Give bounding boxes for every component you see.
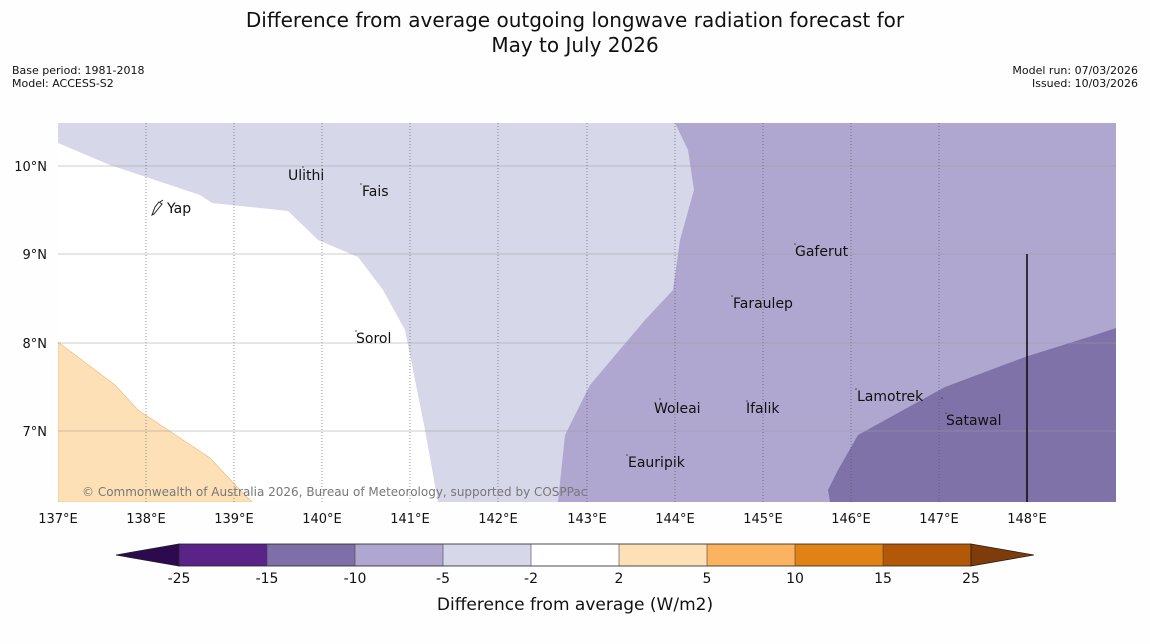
colorbar-tick: -5 bbox=[436, 571, 450, 587]
colorbar-segment bbox=[883, 544, 971, 566]
meta-right: Model run: 07/03/2026 Issued: 10/03/2026 bbox=[1012, 64, 1138, 90]
lon-label: 142°E bbox=[478, 512, 518, 527]
colorbar-tick: -10 bbox=[344, 571, 367, 587]
lon-label: 143°E bbox=[567, 512, 607, 527]
place-yap: Yap bbox=[166, 201, 191, 217]
model-run: Model run: 07/03/2026 bbox=[1012, 64, 1138, 77]
colorbar-tick: 15 bbox=[874, 571, 892, 587]
colorbar-tick: -15 bbox=[256, 571, 279, 587]
colorbar-segment bbox=[619, 544, 707, 566]
lon-label: 137°E bbox=[38, 512, 78, 527]
lat-label: 7°N bbox=[23, 425, 48, 440]
issued-date: Issued: 10/03/2026 bbox=[1031, 77, 1138, 90]
colorbar-title: Difference from average (W/m2) bbox=[437, 595, 713, 615]
map-title: Difference from average outgoing longwav… bbox=[0, 8, 1150, 58]
lat-label: 9°N bbox=[23, 248, 48, 263]
region-white bbox=[58, 143, 438, 502]
place-fais: Fais bbox=[362, 184, 389, 200]
lon-label: 140°E bbox=[302, 512, 342, 527]
place-ulithi: Ulithi bbox=[288, 168, 324, 184]
colorbar-segment bbox=[443, 544, 531, 566]
lon-label: 138°E bbox=[126, 512, 166, 527]
lon-label: 146°E bbox=[831, 512, 871, 527]
colorbar-tick: 10 bbox=[786, 571, 804, 587]
colorbar-segment bbox=[267, 544, 355, 566]
place-woleai: Woleai bbox=[654, 401, 701, 417]
region-light-orange bbox=[58, 341, 253, 502]
lon-label: 148°E bbox=[1007, 512, 1047, 527]
place-satawal: Satawal bbox=[946, 413, 1001, 429]
lon-label: 139°E bbox=[214, 512, 254, 527]
colorbar-tick: -2 bbox=[524, 571, 538, 587]
graticule bbox=[58, 123, 1116, 502]
lat-axis-labels: 10°N 9°N 8°N 7°N bbox=[14, 160, 47, 440]
place-faraulep: Faraulep bbox=[733, 296, 793, 312]
colorbar: -25 -15 -10 -5 -2 2 5 10 15 25 Differenc… bbox=[115, 543, 1035, 615]
place-ifalik: Ifalik bbox=[746, 401, 780, 417]
place-sorol: Sorol bbox=[356, 331, 391, 347]
colorbar-segment bbox=[795, 544, 883, 566]
colorbar-extend-high bbox=[970, 543, 1035, 567]
title-line-1: Difference from average outgoing longwav… bbox=[245, 8, 905, 32]
colorbar-tick: 2 bbox=[615, 571, 624, 587]
lon-label: 145°E bbox=[743, 512, 783, 527]
colorbar-ticks: -25 -15 -10 -5 -2 2 5 10 15 25 bbox=[168, 571, 980, 587]
place-eauripik: Eauripik bbox=[628, 455, 686, 471]
colorbar-segment bbox=[531, 544, 619, 566]
lon-label: 144°E bbox=[655, 512, 695, 527]
colorbar-segment bbox=[707, 544, 795, 566]
lon-label: 141°E bbox=[390, 512, 430, 527]
model-name: Model: ACCESS-S2 bbox=[12, 77, 114, 90]
place-lamotrek: Lamotrek bbox=[857, 389, 924, 405]
lon-label: 147°E bbox=[919, 512, 959, 527]
place-labels: Ulithi Fais Yap Gaferut Faraulep Sorol W… bbox=[166, 168, 1001, 471]
atoll-dots bbox=[302, 166, 947, 456]
colorbar-tick: 25 bbox=[962, 571, 980, 587]
lat-label: 10°N bbox=[14, 160, 47, 175]
copyright-notice: © Commonwealth of Australia 2026, Bureau… bbox=[82, 485, 587, 499]
base-period: Base period: 1981-2018 bbox=[12, 64, 145, 77]
region-dark-purple bbox=[828, 328, 1116, 502]
title-line-2: May to July 2026 bbox=[491, 33, 659, 57]
colorbar-tick: -25 bbox=[168, 571, 191, 587]
lon-axis-labels: 137°E 138°E 139°E 140°E 141°E 142°E 143°… bbox=[38, 512, 1047, 527]
place-gaferut: Gaferut bbox=[795, 244, 849, 260]
meta-left: Base period: 1981-2018 Model: ACCESS-S2 bbox=[12, 64, 144, 90]
yap-island-icon bbox=[151, 199, 164, 217]
colorbar-extend-low bbox=[115, 543, 180, 567]
colorbar-segment bbox=[355, 544, 443, 566]
lat-label: 8°N bbox=[23, 337, 48, 352]
colorbar-segment bbox=[179, 544, 267, 566]
colorbar-tick: 5 bbox=[703, 571, 712, 587]
